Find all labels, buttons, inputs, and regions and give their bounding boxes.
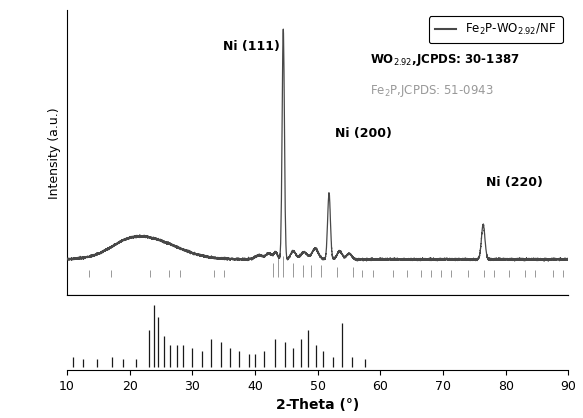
X-axis label: 2-Theta (°): 2-Theta (°) — [276, 398, 359, 412]
Text: Ni (111): Ni (111) — [223, 40, 280, 53]
Text: WO$_{2.92}$,JCPDS: 30-1387: WO$_{2.92}$,JCPDS: 30-1387 — [370, 52, 520, 68]
Text: Fe$_2$P,JCPDS: 51-0943: Fe$_2$P,JCPDS: 51-0943 — [370, 84, 494, 99]
Text: Ni (220): Ni (220) — [486, 176, 543, 189]
Text: Ni (200): Ni (200) — [335, 127, 392, 140]
Legend: Fe$_2$P-WO$_{2.92}$/NF: Fe$_2$P-WO$_{2.92}$/NF — [429, 16, 563, 43]
Y-axis label: Intensity (a.u.): Intensity (a.u.) — [48, 107, 61, 199]
